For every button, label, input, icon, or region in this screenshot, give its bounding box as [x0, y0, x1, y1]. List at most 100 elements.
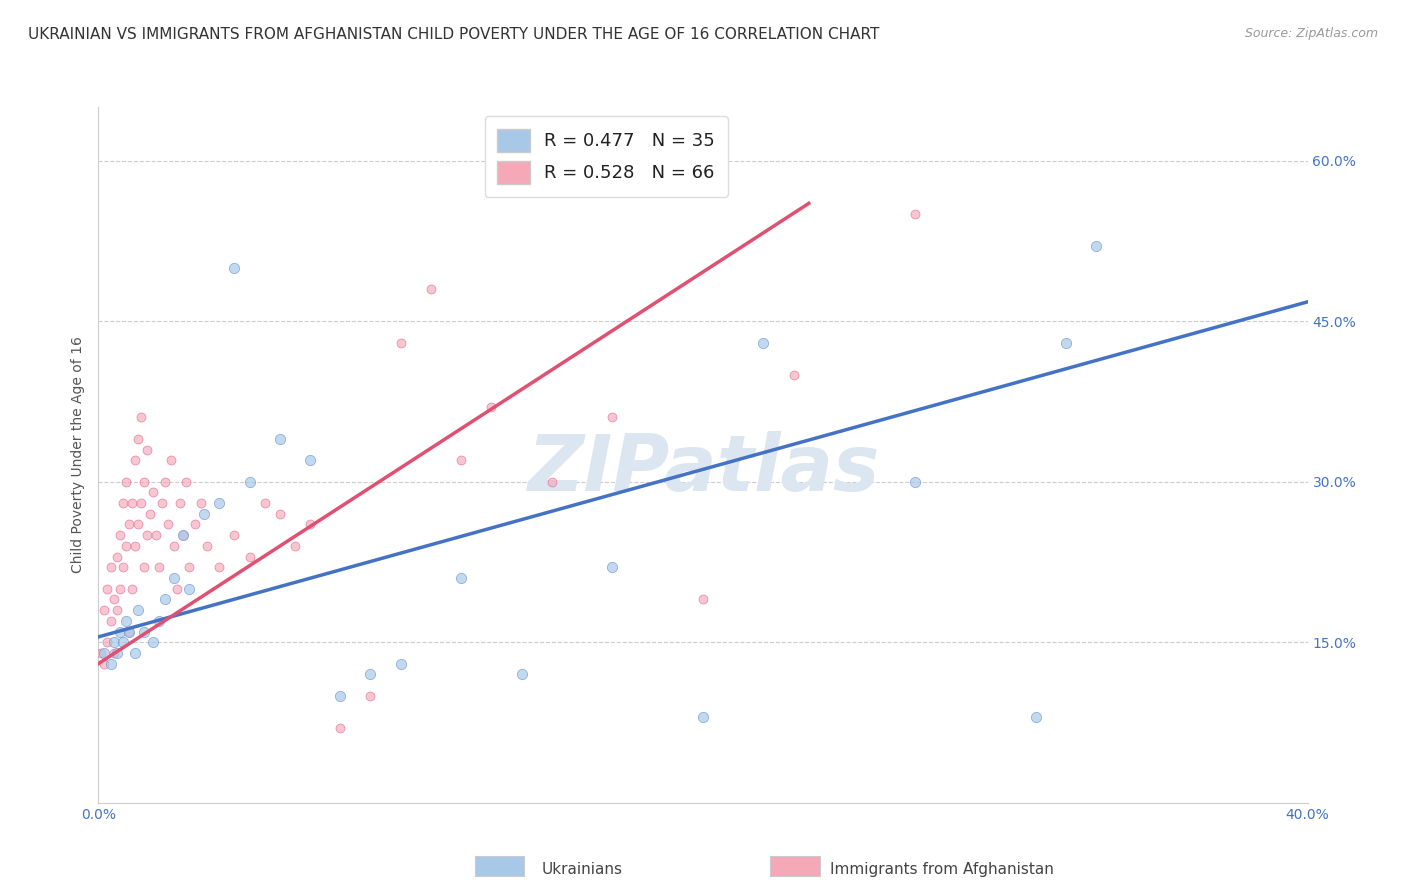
Point	[129, 496, 152, 510]
Point	[299, 453, 322, 467]
Point	[179, 560, 201, 574]
Point	[114, 475, 136, 489]
Point	[111, 560, 134, 574]
Point	[172, 528, 194, 542]
Legend: R = 0.477   N = 35, R = 0.528   N = 66: R = 0.477 N = 35, R = 0.528 N = 66	[485, 116, 728, 197]
Point	[114, 539, 136, 553]
Point	[148, 614, 170, 628]
Point	[540, 475, 562, 489]
Point	[329, 689, 352, 703]
Point	[132, 560, 155, 574]
Text: Immigrants from Afghanistan: Immigrants from Afghanistan	[830, 863, 1053, 877]
Point	[1054, 335, 1077, 350]
Point	[904, 475, 927, 489]
Point	[239, 549, 262, 564]
Point	[224, 528, 246, 542]
Point	[208, 496, 231, 510]
Point	[135, 442, 157, 457]
Point	[142, 485, 165, 500]
Point	[420, 282, 443, 296]
Point	[450, 571, 472, 585]
Point	[100, 657, 122, 671]
Point	[148, 560, 170, 574]
Point	[253, 496, 276, 510]
Point	[124, 539, 146, 553]
Point	[783, 368, 806, 382]
Point	[121, 582, 143, 596]
Point	[269, 507, 291, 521]
Point	[103, 646, 125, 660]
Point	[139, 507, 162, 521]
Point	[269, 432, 291, 446]
Point	[105, 549, 128, 564]
Point	[153, 475, 176, 489]
Text: Source: ZipAtlas.com: Source: ZipAtlas.com	[1244, 27, 1378, 40]
Point	[360, 689, 382, 703]
Point	[481, 400, 503, 414]
Point	[389, 657, 412, 671]
Point	[179, 582, 201, 596]
Point	[111, 496, 134, 510]
Point	[108, 528, 131, 542]
Point	[195, 539, 218, 553]
Point	[602, 560, 624, 574]
Point	[118, 624, 141, 639]
Point	[103, 635, 125, 649]
Point	[132, 475, 155, 489]
Point	[145, 528, 167, 542]
Point	[150, 496, 173, 510]
Point	[93, 603, 115, 617]
Point	[208, 560, 231, 574]
Point	[163, 539, 186, 553]
Point	[174, 475, 197, 489]
Point	[127, 603, 149, 617]
Point	[90, 646, 112, 660]
Y-axis label: Child Poverty Under the Age of 16: Child Poverty Under the Age of 16	[70, 336, 84, 574]
Point	[329, 721, 352, 735]
Point	[602, 410, 624, 425]
Point	[100, 614, 122, 628]
Point	[121, 496, 143, 510]
Point	[510, 667, 533, 681]
Point	[105, 646, 128, 660]
Point	[153, 592, 176, 607]
Point	[132, 624, 155, 639]
Point	[135, 528, 157, 542]
Text: ZIPatlas: ZIPatlas	[527, 431, 879, 507]
Point	[160, 453, 183, 467]
Point	[239, 475, 262, 489]
Point	[284, 539, 307, 553]
Point	[93, 657, 115, 671]
Point	[169, 496, 191, 510]
Point	[124, 453, 146, 467]
Point	[114, 614, 136, 628]
Point	[166, 582, 188, 596]
Point	[118, 517, 141, 532]
Point	[93, 646, 115, 660]
Point	[299, 517, 322, 532]
Point	[1024, 710, 1046, 724]
Point	[108, 582, 131, 596]
Point	[1085, 239, 1108, 253]
Point	[111, 635, 134, 649]
Point	[224, 260, 246, 275]
Point	[118, 624, 141, 639]
Point	[96, 582, 118, 596]
Text: Ukrainians: Ukrainians	[541, 863, 623, 877]
Point	[100, 560, 122, 574]
Point	[692, 710, 714, 724]
Point	[142, 635, 165, 649]
Point	[103, 592, 125, 607]
Point	[190, 496, 212, 510]
Point	[96, 635, 118, 649]
Point	[127, 517, 149, 532]
Text: UKRAINIAN VS IMMIGRANTS FROM AFGHANISTAN CHILD POVERTY UNDER THE AGE OF 16 CORRE: UKRAINIAN VS IMMIGRANTS FROM AFGHANISTAN…	[28, 27, 880, 42]
Point	[904, 207, 927, 221]
Point	[184, 517, 207, 532]
Point	[193, 507, 215, 521]
Point	[163, 571, 186, 585]
Point	[105, 603, 128, 617]
Point	[124, 646, 146, 660]
Point	[129, 410, 152, 425]
Point	[360, 667, 382, 681]
